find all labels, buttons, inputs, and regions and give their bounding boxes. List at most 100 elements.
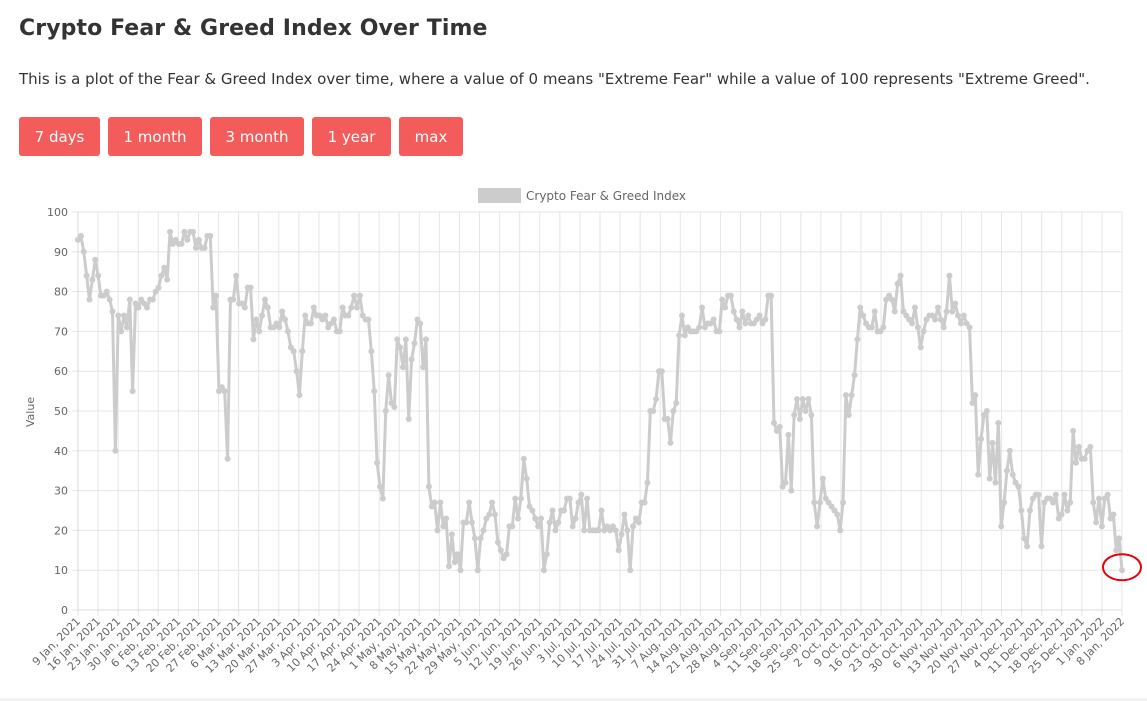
data-point (259, 312, 266, 319)
data-point (408, 356, 415, 363)
data-point (394, 336, 401, 343)
data-point (673, 400, 680, 407)
data-point (434, 527, 441, 534)
data-point (121, 312, 128, 319)
data-point (598, 507, 605, 514)
data-point (178, 240, 185, 247)
data-point (868, 324, 875, 331)
data-point (253, 316, 260, 323)
data-point (503, 551, 510, 558)
y-tick-label: 80 (54, 286, 68, 299)
data-point (86, 296, 93, 303)
range-max-button[interactable]: max (399, 117, 463, 156)
data-point (463, 519, 470, 526)
data-point (834, 511, 841, 518)
data-point (975, 471, 982, 478)
data-point (880, 324, 887, 331)
data-point (164, 276, 171, 283)
data-point (224, 455, 231, 462)
data-point (644, 479, 651, 486)
data-point (469, 519, 476, 526)
data-point (451, 559, 458, 566)
latest-value-highlight-circle (1102, 553, 1142, 582)
data-point (425, 483, 432, 490)
data-point (282, 316, 289, 323)
data-point (857, 304, 864, 311)
data-point (854, 336, 861, 343)
data-point (207, 232, 214, 239)
data-point (420, 364, 427, 371)
data-point (374, 459, 381, 466)
data-point (492, 511, 499, 518)
data-point (1061, 491, 1068, 498)
data-point (920, 328, 927, 335)
data-point (106, 296, 113, 303)
data-point (1098, 523, 1105, 530)
data-point (457, 567, 464, 574)
data-point (1006, 447, 1013, 454)
data-point (471, 535, 478, 542)
y-tick-label: 10 (54, 564, 68, 577)
data-point (161, 264, 168, 271)
data-point (405, 415, 412, 422)
data-point (955, 312, 962, 319)
data-point (555, 519, 562, 526)
data-point (845, 411, 852, 418)
data-point (630, 523, 637, 530)
data-point (307, 320, 314, 327)
data-point (595, 527, 602, 534)
data-point (837, 527, 844, 534)
data-point (149, 296, 156, 303)
data-point (466, 499, 473, 506)
y-tick-label: 40 (54, 445, 68, 458)
range-3-month-button[interactable]: 3 month (210, 117, 304, 156)
data-point (443, 515, 450, 522)
data-point (891, 308, 898, 315)
series-layer (75, 228, 1125, 574)
data-point (794, 396, 801, 403)
data-point (966, 324, 973, 331)
data-point (1021, 535, 1028, 542)
page-description: This is a plot of the Fear & Greed Index… (19, 70, 1090, 88)
data-point (515, 515, 522, 522)
data-point (440, 523, 447, 530)
data-point (808, 411, 815, 418)
data-point (241, 304, 248, 311)
data-point (371, 388, 378, 395)
data-point (940, 324, 947, 331)
data-point (89, 276, 96, 283)
data-point (621, 511, 628, 518)
data-point (917, 344, 924, 351)
data-point (538, 515, 545, 522)
data-point (670, 408, 677, 414)
data-point (782, 479, 789, 486)
data-point (1038, 543, 1045, 550)
data-point (336, 328, 343, 335)
range-1-month-button[interactable]: 1 month (108, 117, 202, 156)
data-point (77, 232, 84, 239)
data-point (934, 304, 941, 311)
data-point (330, 316, 337, 323)
data-point (848, 392, 855, 399)
data-point (710, 316, 717, 323)
data-point (1035, 491, 1042, 498)
data-point (1024, 543, 1031, 550)
range-1-year-button[interactable]: 1 year (312, 117, 391, 156)
data-point (264, 304, 271, 311)
data-point (785, 431, 792, 438)
y-tick-label: 90 (54, 246, 68, 259)
data-point (543, 551, 550, 558)
data-point (494, 539, 501, 546)
data-point (382, 408, 389, 414)
data-point (448, 531, 455, 538)
data-point (566, 495, 573, 502)
data-point (678, 312, 685, 319)
y-tick-label: 0 (61, 604, 68, 617)
data-point (399, 364, 406, 371)
range-7-days-button[interactable]: 7 days (19, 117, 100, 156)
data-point (385, 372, 392, 379)
data-point (719, 296, 726, 303)
data-point (293, 368, 300, 375)
y-tick-label: 100 (47, 206, 68, 219)
data-point (310, 304, 317, 311)
